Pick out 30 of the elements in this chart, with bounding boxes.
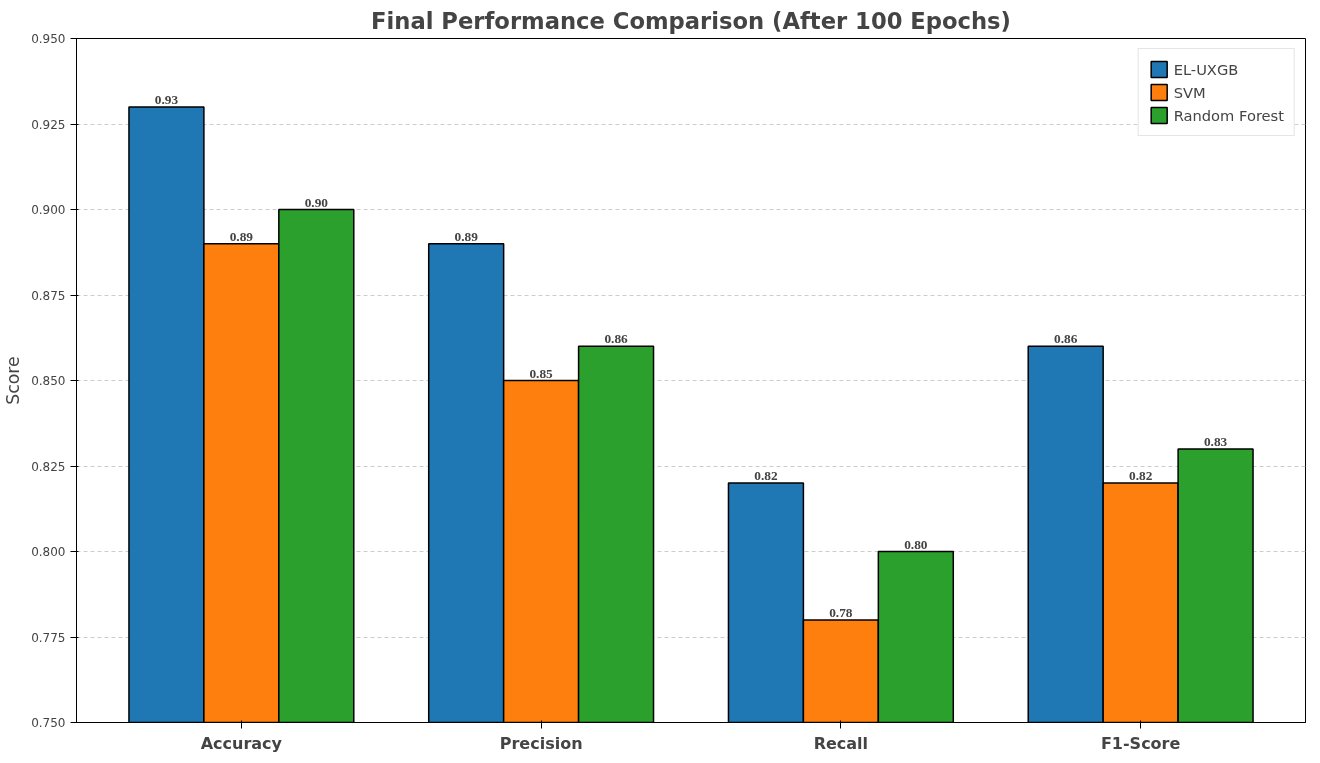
x-tick-label: Accuracy [200, 733, 283, 753]
data-label: 0.86 [604, 331, 629, 347]
data-label: 0.82 [1128, 468, 1153, 484]
data-label: 0.85 [529, 365, 554, 381]
data-label: 0.83 [1203, 433, 1228, 449]
y-axis-title: Score [3, 356, 24, 405]
data-label: 0.93 [154, 91, 179, 107]
x-tick-label: Recall [813, 733, 869, 753]
data-label: 0.78 [829, 604, 853, 620]
data-label: 0.89 [454, 228, 479, 244]
y-tick-label: 0.925 [31, 117, 66, 132]
x-tick-label: F1-Score [1100, 733, 1181, 753]
data-label: 0.82 [754, 468, 778, 484]
y-tick-label: 0.875 [31, 288, 66, 303]
legend-label: SVM [1173, 83, 1206, 101]
y-tick-label: 0.850 [31, 374, 66, 388]
y-tick-label: 0.825 [31, 459, 66, 474]
legend-label: Random Forest [1173, 106, 1284, 124]
data-label: 0.89 [229, 228, 254, 244]
y-tick-label: 0.775 [31, 630, 66, 645]
chart-title: Final Performance Comparison (After 100 Epochs) [371, 7, 1011, 34]
data-label: 0.80 [904, 536, 928, 552]
x-tick-label: Precision [499, 733, 583, 753]
y-tick-label: 0.950 [31, 32, 66, 46]
data-label: 0.86 [1054, 331, 1078, 347]
y-tick-label: 0.900 [31, 203, 66, 217]
y-tick-label: 0.750 [31, 716, 66, 730]
data-label: 0.90 [304, 194, 329, 210]
y-tick-label: 0.800 [31, 545, 66, 559]
legend-label: EL-UXGB [1173, 60, 1239, 78]
